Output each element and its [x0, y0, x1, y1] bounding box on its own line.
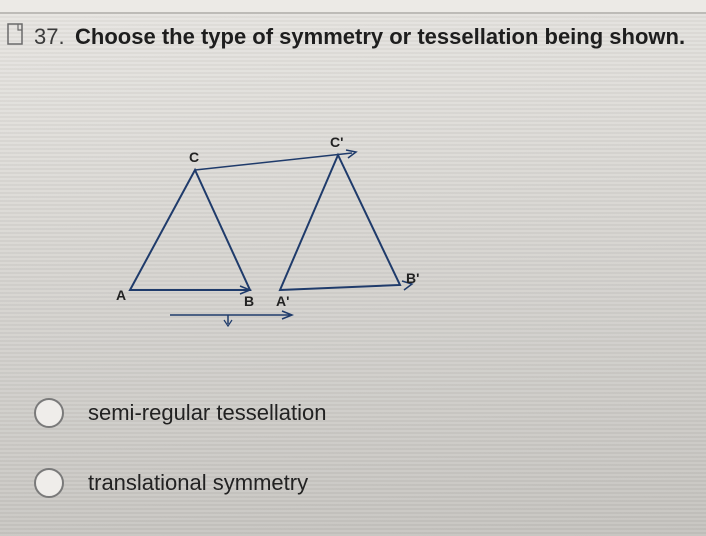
label-a: A: [116, 287, 126, 303]
label-c: C: [189, 149, 199, 165]
triangle-aprime-bprime-cprime: [280, 155, 400, 290]
geometry-figure: A B C A' B' C': [100, 110, 440, 330]
triangle-abc: [130, 170, 250, 290]
label-cp: C': [330, 134, 343, 150]
option-label: translational symmetry: [88, 470, 308, 496]
line-c-cprime: [195, 153, 352, 170]
page-icon: [6, 22, 26, 46]
option-row[interactable]: translational symmetry: [34, 468, 326, 498]
label-b: B: [244, 293, 254, 309]
question-number: 37.: [34, 24, 65, 49]
label-ap: A': [276, 293, 289, 309]
top-border-bar: [0, 0, 706, 14]
label-bp: B': [406, 270, 419, 286]
radio-icon[interactable]: [34, 468, 64, 498]
answer-options: semi-regular tessellation translational …: [34, 398, 326, 536]
option-label: semi-regular tessellation: [88, 400, 326, 426]
option-row[interactable]: semi-regular tessellation: [34, 398, 326, 428]
question-prompt: Choose the type of symmetry or tessellat…: [75, 24, 685, 49]
question-line: 37. Choose the type of symmetry or tesse…: [34, 24, 686, 50]
radio-icon[interactable]: [34, 398, 64, 428]
